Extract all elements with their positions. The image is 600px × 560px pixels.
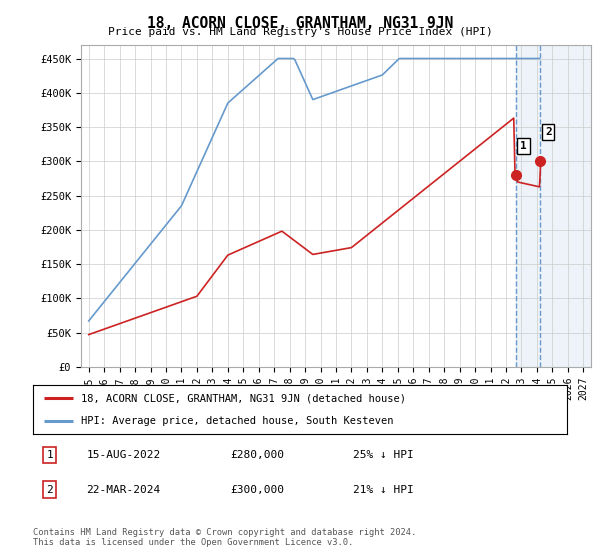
Text: Price paid vs. HM Land Registry's House Price Index (HPI): Price paid vs. HM Land Registry's House … — [107, 27, 493, 37]
Text: £280,000: £280,000 — [230, 450, 284, 460]
Text: £300,000: £300,000 — [230, 485, 284, 494]
Text: 2: 2 — [46, 485, 53, 494]
Text: 22-MAR-2024: 22-MAR-2024 — [86, 485, 161, 494]
Text: 2: 2 — [545, 127, 551, 137]
Text: HPI: Average price, detached house, South Kesteven: HPI: Average price, detached house, Sout… — [81, 416, 394, 426]
Text: 25% ↓ HPI: 25% ↓ HPI — [353, 450, 414, 460]
Text: Contains HM Land Registry data © Crown copyright and database right 2024.
This d: Contains HM Land Registry data © Crown c… — [33, 528, 416, 547]
Text: 1: 1 — [46, 450, 53, 460]
Text: 15-AUG-2022: 15-AUG-2022 — [86, 450, 161, 460]
Text: 1: 1 — [520, 141, 527, 151]
Text: 18, ACORN CLOSE, GRANTHAM, NG31 9JN: 18, ACORN CLOSE, GRANTHAM, NG31 9JN — [147, 16, 453, 31]
Text: 18, ACORN CLOSE, GRANTHAM, NG31 9JN (detached house): 18, ACORN CLOSE, GRANTHAM, NG31 9JN (det… — [81, 393, 406, 403]
Bar — [515, 45, 600, 367]
Text: 21% ↓ HPI: 21% ↓ HPI — [353, 485, 414, 494]
